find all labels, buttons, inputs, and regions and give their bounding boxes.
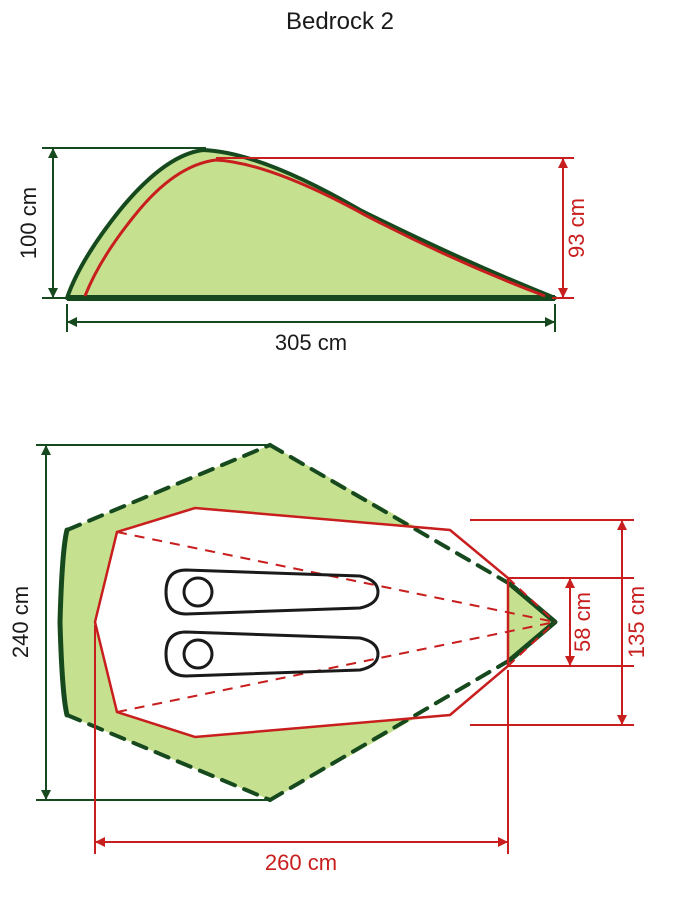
label-100cm: 100 cm	[16, 187, 41, 259]
label-58cm: 58 cm	[570, 592, 595, 652]
label-135cm: 135 cm	[624, 586, 649, 658]
product-title: Bedrock 2	[0, 8, 680, 36]
top-inner-cutout	[95, 508, 508, 737]
top-view-diagram: 240 cm 260 cm 58 cm 135 cm	[0, 400, 680, 910]
label-240cm: 240 cm	[8, 586, 33, 658]
tent-diagram-page: Bedrock 2 100 cm 305 cm	[0, 0, 680, 921]
label-260cm: 260 cm	[265, 850, 337, 875]
side-view-diagram: 100 cm 305 cm 93 cm	[0, 60, 680, 360]
side-outer-tent	[67, 150, 555, 298]
label-93cm: 93 cm	[564, 198, 589, 258]
label-305cm: 305 cm	[275, 330, 347, 355]
dim-305cm	[67, 304, 555, 332]
